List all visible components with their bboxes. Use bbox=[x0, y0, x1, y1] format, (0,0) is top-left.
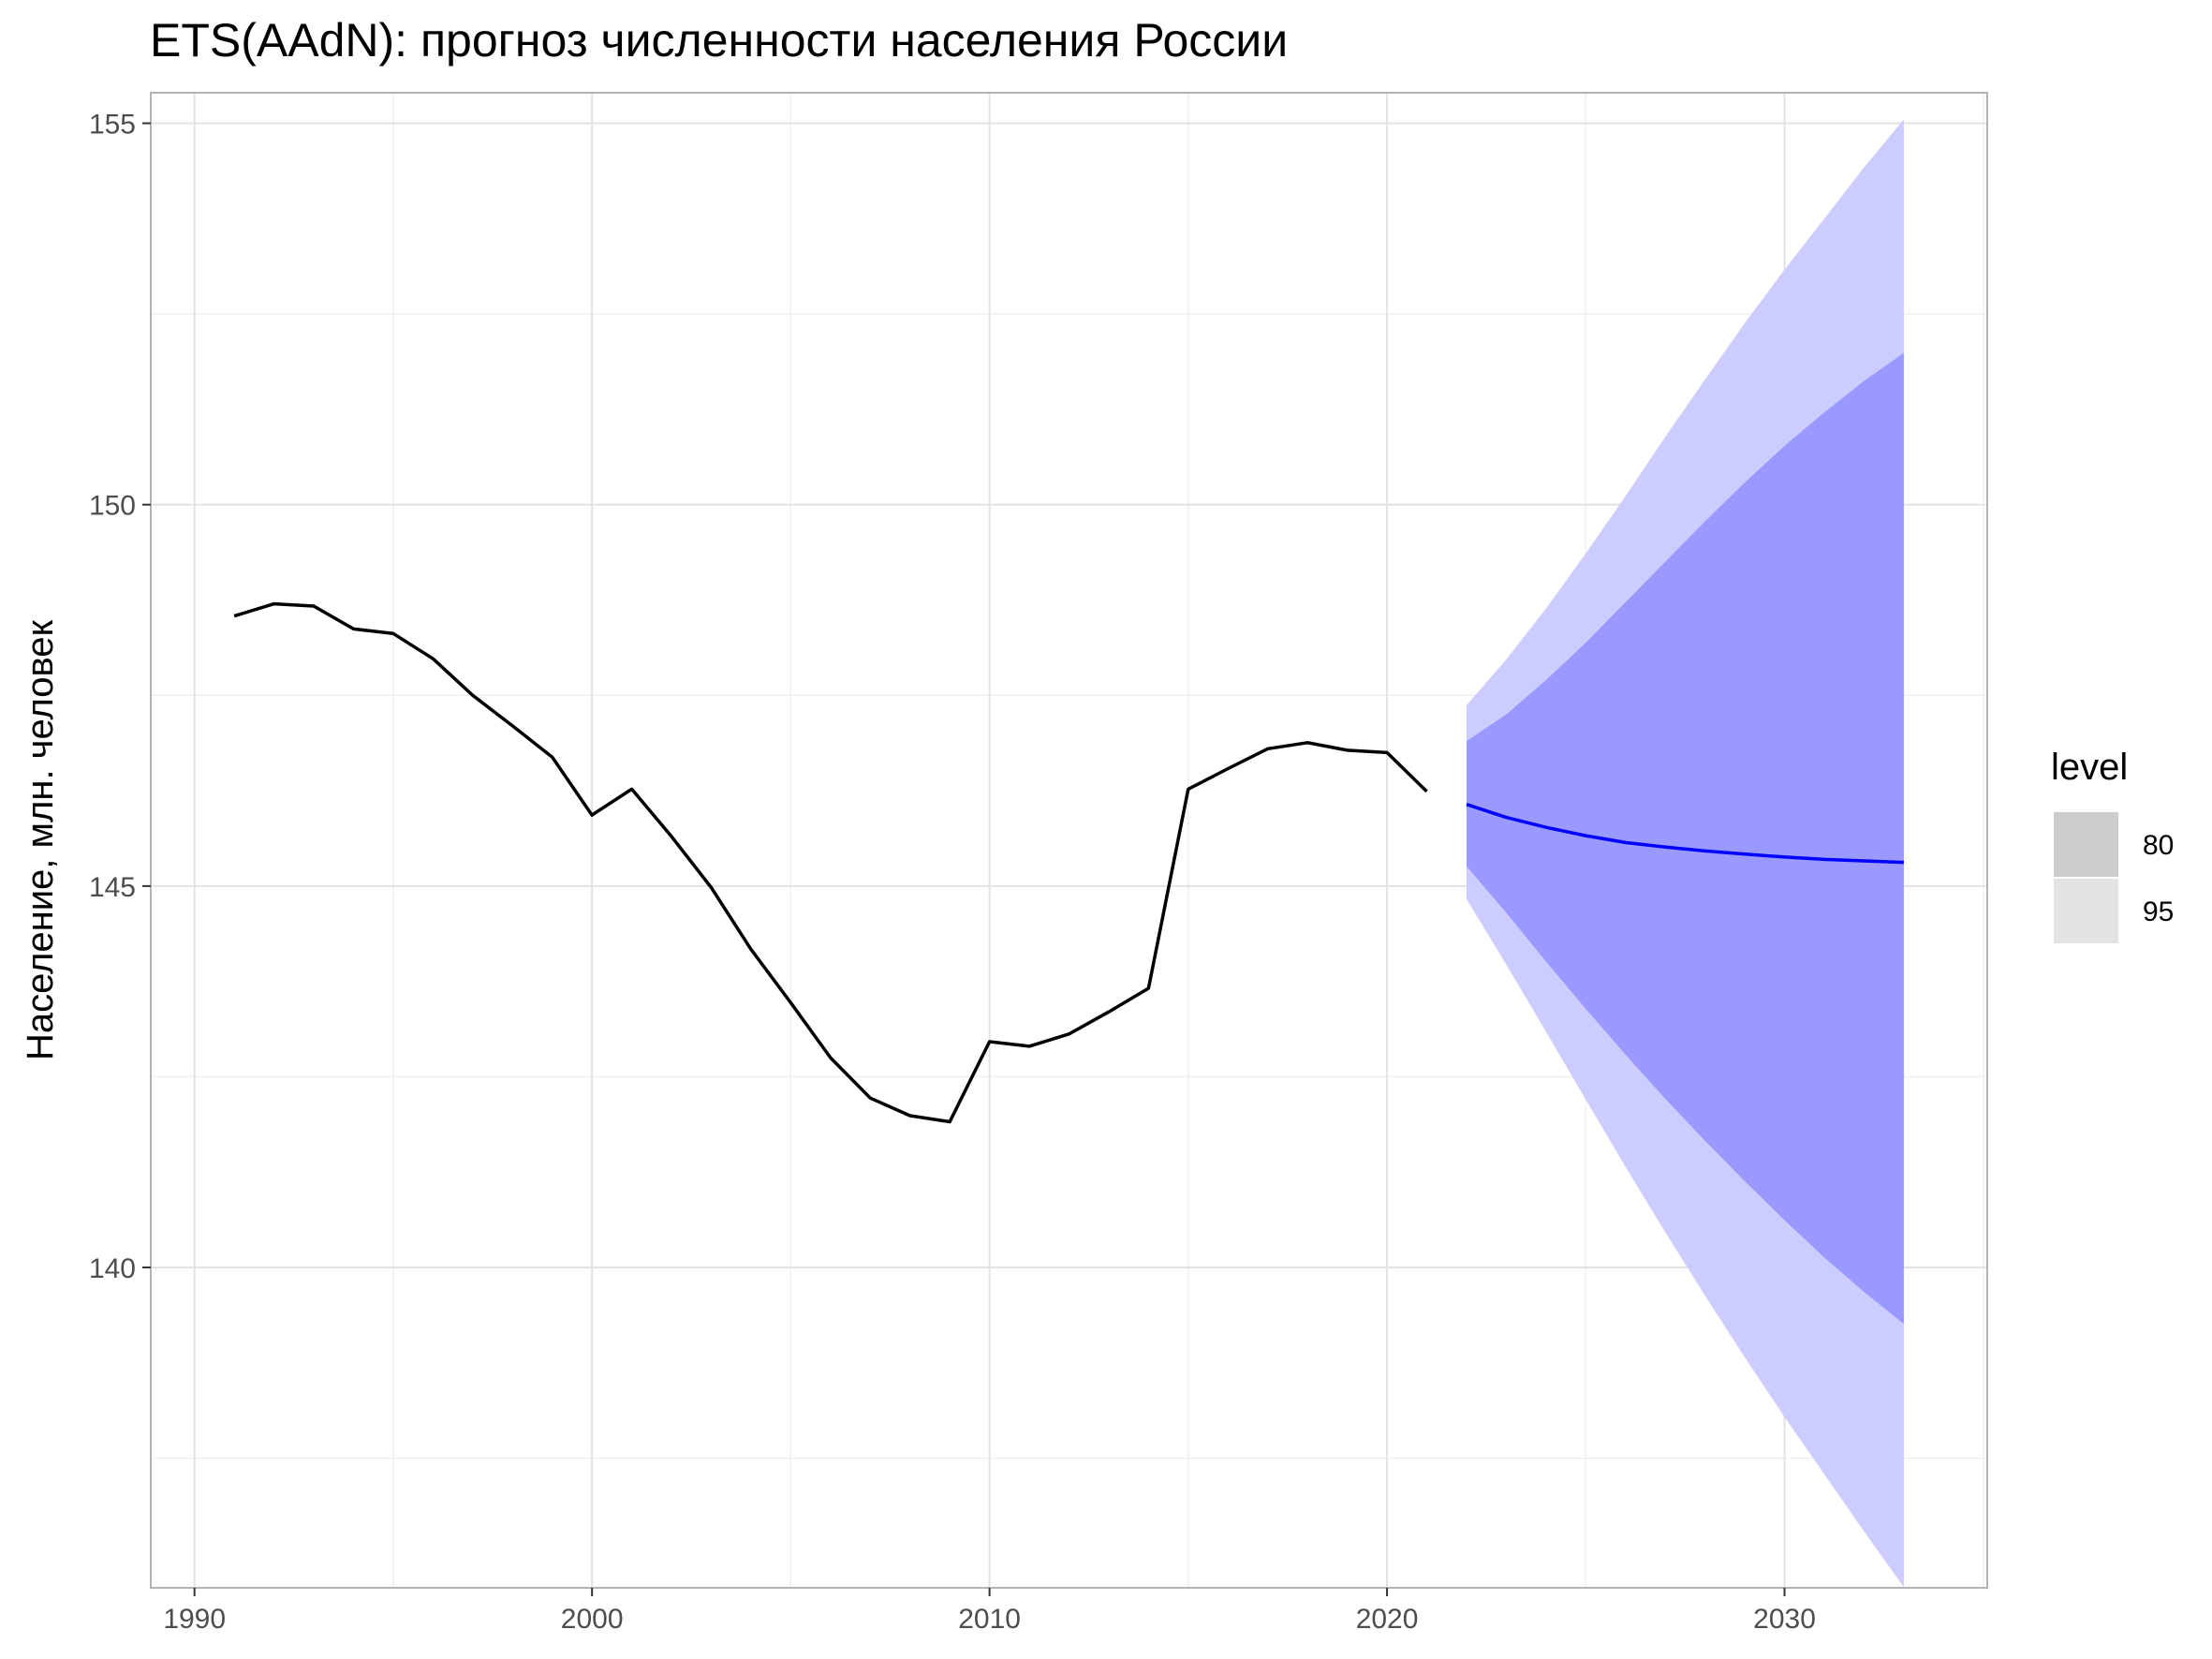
x-tick-label: 2020 bbox=[1356, 1604, 1419, 1635]
y-axis: 140 145 150 155 bbox=[89, 110, 151, 1284]
x-tick-label: 2010 bbox=[958, 1604, 1021, 1635]
series-lines bbox=[233, 601, 1904, 1124]
x-tick-label: 2030 bbox=[1753, 1604, 1816, 1635]
legend-title: level bbox=[2051, 747, 2128, 788]
x-axis: 1990 2000 2010 2020 2030 bbox=[163, 1588, 1816, 1635]
legend-label-80: 80 bbox=[2143, 830, 2174, 861]
x-tick-label: 2000 bbox=[561, 1604, 624, 1635]
y-tick-label: 145 bbox=[89, 872, 136, 903]
observed-line bbox=[233, 601, 1428, 1124]
legend: 80 95 bbox=[2052, 810, 2174, 945]
chart-title: ETS(AAdN): прогноз численности населения… bbox=[150, 14, 1288, 67]
legend-label-95: 95 bbox=[2143, 896, 2174, 927]
plot-border bbox=[150, 92, 1988, 1589]
y-axis-label: Население, млн. человек bbox=[20, 619, 61, 1060]
y-tick-label: 155 bbox=[89, 110, 136, 141]
interval-band-80 bbox=[1467, 352, 1904, 1325]
y-tick-label: 150 bbox=[89, 491, 136, 522]
x-tick-label: 1990 bbox=[163, 1604, 226, 1635]
legend-key-80 bbox=[2052, 810, 2120, 879]
forecast-line bbox=[1466, 803, 1904, 865]
y-tick-label: 140 bbox=[89, 1253, 136, 1284]
legend-key-95 bbox=[2052, 877, 2120, 945]
prediction-intervals bbox=[1467, 119, 1904, 1588]
